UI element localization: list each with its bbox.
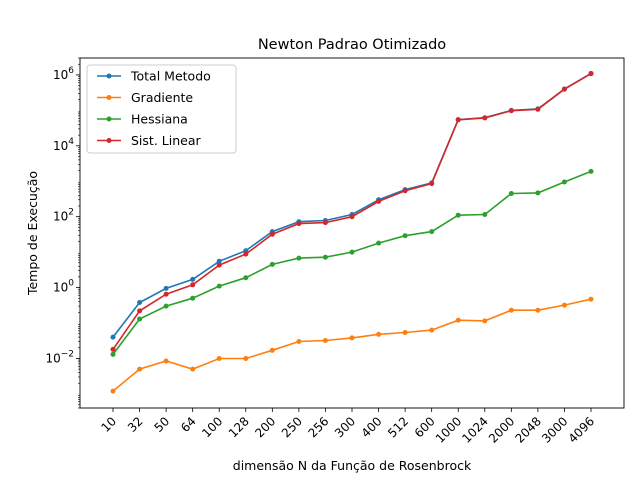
data-point	[482, 212, 488, 217]
legend: Total Metodo Gradiente Hessiana Sist. Linea…	[86, 64, 237, 154]
data-point	[429, 327, 435, 333]
data-point	[322, 220, 328, 226]
legend-label: Total Metodo	[130, 69, 211, 84]
x-axis-label: dimensão N da Função de Rosenbrock	[233, 458, 472, 473]
data-point	[296, 221, 302, 227]
legend-box	[86, 64, 237, 154]
data-point	[110, 334, 116, 340]
data-point	[110, 351, 116, 357]
data-point	[561, 86, 567, 92]
y-tick-label: 10−2	[45, 349, 74, 365]
data-point	[269, 261, 275, 267]
data-point	[269, 231, 275, 237]
data-point	[190, 282, 196, 288]
data-point	[455, 117, 461, 123]
data-point	[508, 191, 514, 196]
legend-swatch-marker	[106, 95, 112, 100]
data-point	[322, 338, 328, 343]
y-axis-label: Tempo de Execução	[25, 171, 40, 296]
data-point	[402, 233, 408, 239]
data-point	[508, 108, 514, 114]
data-point	[349, 335, 355, 341]
data-point	[190, 366, 196, 372]
data-point	[535, 307, 541, 313]
data-point	[561, 179, 567, 185]
y-tick-label: 100	[53, 279, 74, 295]
data-point	[429, 181, 435, 187]
legend-swatch-marker	[106, 73, 112, 79]
data-point	[508, 307, 514, 313]
data-point	[376, 331, 382, 337]
data-point	[190, 276, 196, 282]
data-point	[455, 212, 461, 218]
data-point	[137, 308, 143, 314]
data-point	[561, 302, 567, 308]
y-tick-label: 102	[53, 208, 74, 224]
data-point	[535, 190, 541, 196]
data-point	[163, 303, 169, 309]
y-tick-label: 106	[53, 66, 74, 82]
data-point	[429, 229, 435, 235]
data-point	[137, 366, 143, 372]
series-layer	[110, 70, 594, 394]
data-point	[482, 318, 488, 324]
data-point	[349, 249, 355, 255]
legend-label: Sist. Linear	[131, 133, 201, 148]
data-point	[376, 198, 382, 204]
data-point	[137, 300, 143, 305]
data-point	[588, 168, 594, 174]
data-point	[110, 388, 116, 394]
data-point	[216, 356, 222, 361]
data-point	[216, 262, 222, 268]
data-point	[137, 316, 143, 322]
data-point	[110, 346, 116, 352]
chart-title: Newton Padrao Otimizado	[258, 37, 446, 53]
data-point	[376, 240, 382, 246]
data-point	[588, 71, 594, 77]
data-point	[349, 214, 355, 220]
data-point	[243, 356, 249, 361]
legend-label: Gradiente	[131, 90, 193, 105]
data-point	[482, 115, 488, 121]
data-point	[216, 283, 222, 289]
data-point	[296, 339, 302, 344]
data-point	[269, 347, 275, 353]
data-point	[455, 317, 461, 323]
data-point	[322, 254, 328, 260]
data-point	[163, 285, 169, 291]
data-point	[296, 255, 302, 261]
data-point	[216, 258, 222, 264]
legend-swatch-marker	[106, 138, 112, 143]
legend-swatch-marker	[106, 116, 112, 122]
y-tick-label: 104	[53, 137, 74, 153]
data-point	[243, 251, 249, 257]
data-point	[190, 295, 196, 301]
data-point	[163, 291, 169, 297]
data-point	[163, 358, 169, 364]
data-point	[535, 106, 541, 112]
legend-label: Hessiana	[131, 112, 188, 127]
data-point	[588, 296, 594, 302]
data-point	[402, 330, 408, 335]
data-point	[402, 188, 408, 194]
data-point	[243, 275, 249, 281]
